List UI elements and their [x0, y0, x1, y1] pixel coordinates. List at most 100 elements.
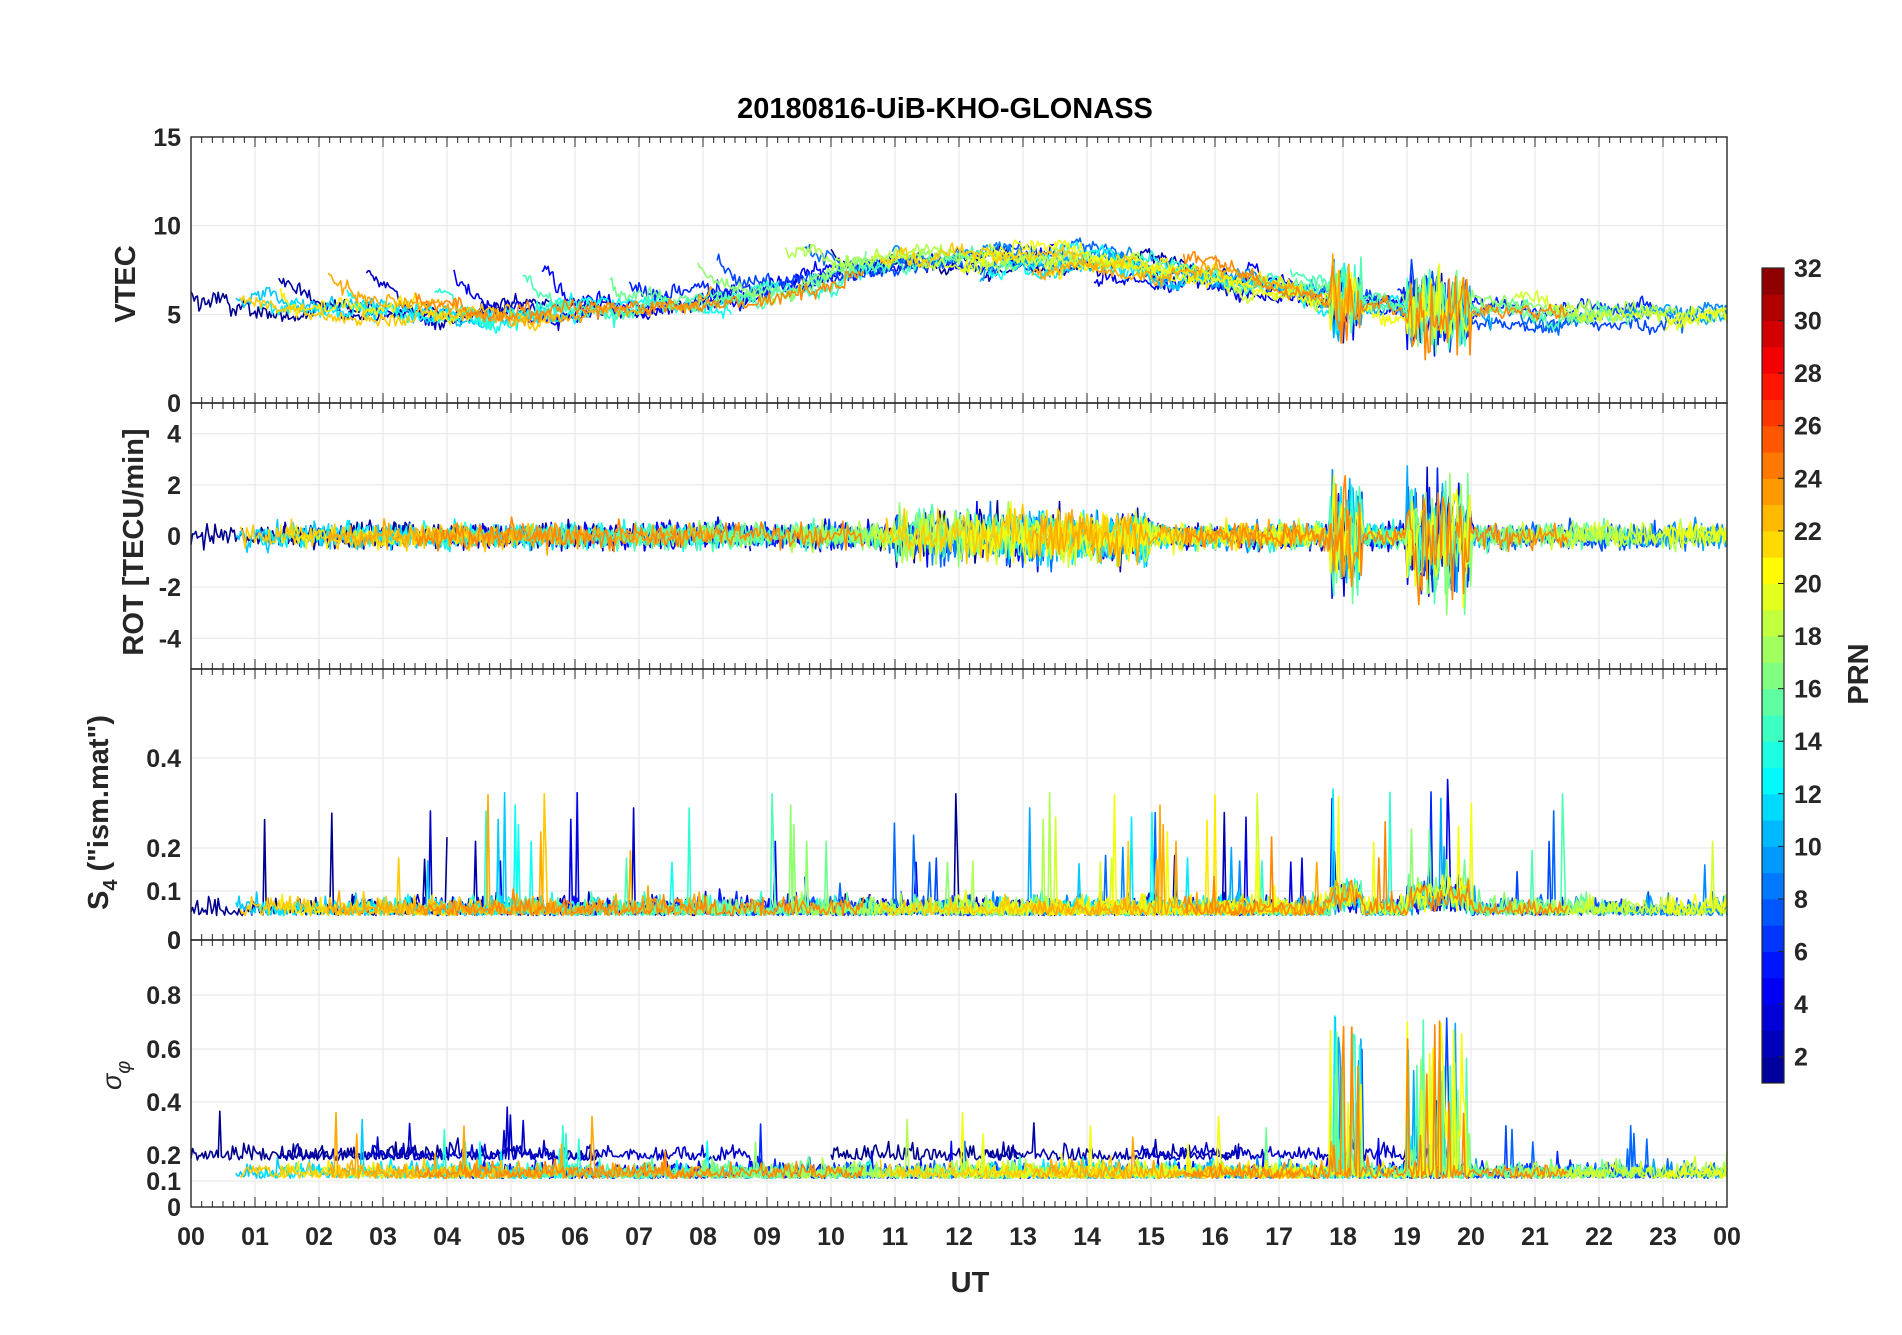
x-tick-label: 00	[177, 1223, 205, 1251]
colorbar-swatch	[1762, 767, 1784, 795]
y-tick-label: -4	[159, 625, 181, 653]
y-tick-label: -2	[159, 574, 181, 602]
s4-series-line	[1182, 820, 1569, 916]
y-tick-label: 2	[167, 472, 181, 500]
vtec-series-line	[960, 239, 1474, 340]
colorbar-swatch	[1762, 1056, 1784, 1084]
y-tick-label: 4	[167, 421, 181, 449]
vtec-series-line	[1182, 251, 1569, 361]
colorbar-swatch	[1762, 662, 1784, 690]
colorbar-swatch	[1762, 557, 1784, 584]
y-tick-label: 0.2	[146, 1142, 181, 1170]
colorbar-swatch	[1762, 425, 1784, 453]
y-tick-label: 10	[153, 213, 181, 241]
x-tick-label: 01	[241, 1223, 269, 1251]
colorbar-swatch	[1762, 294, 1784, 322]
colorbar-swatch	[1762, 1004, 1784, 1031]
sigma-series-line	[879, 1155, 1137, 1180]
x-tick-label: 04	[433, 1223, 461, 1251]
colorbar-tick-label: 6	[1794, 939, 1808, 967]
y-tick-label: 0.1	[146, 878, 181, 906]
x-tick-label: 07	[625, 1223, 653, 1251]
y-tick-label: 0	[167, 927, 181, 955]
vtec-series-line	[872, 250, 1322, 313]
colorbar-label: PRN	[1843, 643, 1875, 704]
svg-text:S4 ("ism.mat"): S4 ("ism.mat")	[83, 715, 122, 910]
colorbar-swatch	[1762, 872, 1784, 900]
chart-title: 20180816-UiB-KHO-GLONASS	[737, 93, 1153, 125]
x-tick-label: 13	[1009, 1223, 1037, 1251]
x-tick-label: 15	[1137, 1223, 1165, 1251]
colorbar-swatch	[1762, 1030, 1784, 1058]
colorbar-swatch	[1762, 452, 1784, 479]
x-tick-label: 17	[1265, 1223, 1293, 1251]
colorbar-tick-label: 8	[1794, 886, 1808, 914]
panel-frame	[190, 939, 1728, 1208]
rot-series-line	[879, 503, 1138, 565]
vtec-series-line	[239, 295, 562, 332]
s4-label-main: S	[83, 891, 115, 910]
colorbar-swatch	[1762, 636, 1784, 663]
colorbar-tick-label: 24	[1794, 465, 1822, 493]
rot-series-line	[414, 516, 865, 553]
x-tick-label: 10	[817, 1223, 845, 1251]
colorbar-tick-label: 18	[1794, 623, 1822, 651]
y-tick-label: 0.4	[146, 1089, 181, 1117]
x-tick-label: 14	[1073, 1223, 1101, 1251]
colorbar-tick-label: 26	[1794, 413, 1822, 441]
x-tick-label: 20	[1457, 1223, 1485, 1251]
s4-series-line	[1401, 828, 1595, 917]
x-tick-label: 12	[945, 1223, 973, 1251]
s4-series-line	[415, 888, 865, 917]
colorbar-swatch	[1762, 504, 1784, 532]
y-tick-label: 0.1	[146, 1168, 181, 1196]
y-tick-label-extra: 0	[167, 927, 181, 955]
svg-text:σφ: σφ	[97, 1061, 135, 1090]
y-tick-label: 0	[167, 523, 181, 551]
frame-layer	[190, 136, 1728, 1208]
colorbar-swatch	[1762, 688, 1784, 716]
colorbar-swatch	[1762, 820, 1784, 847]
colorbar-swatch	[1762, 951, 1784, 979]
vtec-series-line	[879, 242, 1137, 273]
colorbar-tick-label: 16	[1794, 676, 1822, 704]
s4-label-sub: 4	[100, 879, 122, 891]
y-tick-label: 5	[167, 301, 181, 329]
vtec-series-line	[414, 270, 865, 324]
colorbar-swatch	[1762, 583, 1784, 611]
colorbar-swatch	[1762, 846, 1784, 874]
colorbar-swatch	[1762, 793, 1784, 821]
colorbar-swatch	[1762, 320, 1784, 348]
colorbar-swatch	[1762, 714, 1784, 742]
colorbar-tick-label: 20	[1794, 570, 1822, 598]
data-layer	[190, 237, 1728, 1180]
rot-axis-label: ROT [TECU/min]	[118, 428, 150, 655]
colorbar-tick-label: 2	[1794, 1044, 1808, 1072]
colorbar-tick-label: 30	[1794, 308, 1822, 336]
vtec-series-line	[1664, 305, 1728, 331]
s4-axis-label: S4 ("ism.mat")	[83, 715, 122, 910]
colorbar-tick-label: 10	[1794, 833, 1822, 861]
colorbar-tick-label: 14	[1794, 728, 1822, 756]
s4-label-tail: ("ism.mat")	[83, 715, 115, 879]
y-tick-label: 0.6	[146, 1036, 181, 1064]
sigma-axis-label: σφ	[97, 1061, 135, 1090]
x-tick-label: 19	[1393, 1223, 1421, 1251]
colorbar-tick-label: 28	[1794, 360, 1822, 388]
colorbar-swatch	[1762, 530, 1784, 558]
vtec-series-line	[327, 272, 713, 327]
x-tick-label: 11	[882, 1223, 909, 1251]
y-tick-label: 15	[153, 124, 181, 152]
rot-series-line	[1664, 520, 1728, 550]
x-tick-label: 18	[1329, 1223, 1357, 1251]
rot-series-line	[1031, 483, 1353, 577]
x-tick-label: 22	[1585, 1223, 1613, 1251]
label-layer: 20180816-UiB-KHO-GLONASS UT VTEC ROT [TE…	[83, 93, 1875, 1299]
colorbar-swatch	[1762, 373, 1784, 400]
y-tick-label: 0	[167, 390, 181, 418]
s4-series-line	[879, 840, 1138, 917]
sigma-series-line	[327, 1111, 713, 1180]
x-tick-label: 00	[1713, 1223, 1741, 1251]
